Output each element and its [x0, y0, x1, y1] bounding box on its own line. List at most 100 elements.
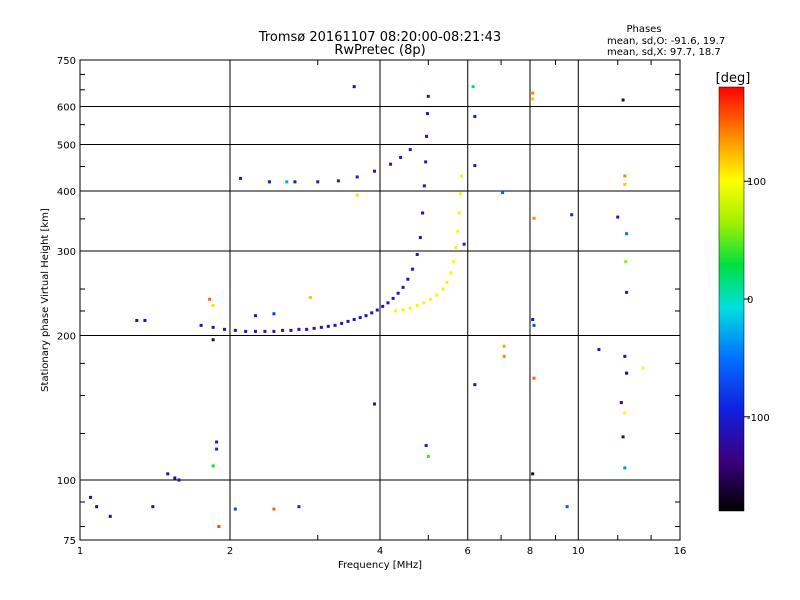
data-point-o-mode	[401, 285, 405, 289]
data-point-low-echoes	[166, 472, 170, 476]
data-point-o-mode	[381, 304, 385, 308]
phase-colorbar: [deg] 100 0 -100	[716, 71, 770, 512]
data-point-scattered	[471, 85, 475, 89]
data-point-scattered	[531, 472, 535, 476]
y-tick-label: 100	[57, 476, 76, 487]
data-point-scattered	[473, 164, 477, 168]
data-point-scattered	[531, 317, 535, 321]
data-point-scattered	[373, 402, 377, 406]
data-point-upper-branch	[389, 162, 393, 166]
data-point-o-mode	[340, 321, 344, 325]
data-points	[89, 85, 645, 529]
data-point-x-mode	[454, 246, 458, 250]
data-point-upper-branch	[355, 175, 359, 179]
data-point-x-mode	[394, 309, 398, 313]
data-point-low-echoes	[143, 318, 147, 322]
data-point-o-mode	[352, 317, 356, 321]
data-point-scattered	[621, 435, 625, 439]
data-point-x-mode	[460, 174, 464, 178]
data-point-scattered	[215, 440, 219, 444]
data-point-scattered	[233, 507, 237, 511]
data-point-scattered	[217, 525, 221, 529]
data-point-scattered	[623, 182, 627, 186]
data-point-scattered	[253, 314, 257, 318]
x-tick-label: 1	[77, 546, 83, 557]
data-point-scattered	[641, 366, 645, 370]
data-point-o-mode	[375, 308, 379, 312]
data-point-upper-branch	[408, 148, 412, 152]
data-point-scattered	[211, 303, 215, 307]
data-point-low-echoes	[89, 495, 93, 499]
data-point-o-mode	[364, 314, 368, 318]
data-point-o-mode	[386, 301, 390, 305]
data-point-scattered	[501, 191, 505, 195]
y-tick-label: 75	[63, 536, 76, 547]
data-point-scattered	[597, 348, 601, 352]
data-point-o-mode	[396, 291, 400, 295]
colorbar-tick-label: 100	[747, 177, 766, 188]
data-point-scattered	[623, 466, 627, 470]
data-point-low-echoes	[151, 505, 155, 509]
data-point-o-mode	[346, 319, 350, 323]
y-tick-label: 400	[57, 187, 76, 198]
data-point-scattered	[532, 216, 536, 220]
data-point-upper-branch	[239, 176, 243, 180]
data-point-scattered	[426, 454, 430, 458]
data-point-scattered	[570, 213, 574, 217]
data-point-low-echoes	[135, 318, 139, 322]
data-point-x-mode	[456, 229, 460, 233]
plot-area: 1 2 4 6 8 10 16 75 100 200 300 400 500 600 750	[57, 56, 686, 557]
data-point-x-mode	[457, 211, 461, 215]
x-tick-label: 8	[527, 546, 533, 557]
phases-x-mode: mean, sd,X: 97.7, 18.7	[607, 47, 721, 58]
data-point-o-mode	[305, 327, 309, 331]
data-point-scattered	[297, 505, 301, 509]
data-point-o-mode	[233, 328, 237, 332]
data-point-scattered	[352, 85, 356, 89]
y-tick-label: 600	[57, 103, 76, 114]
data-point-scattered	[211, 464, 215, 468]
data-point-o-mode	[199, 323, 203, 327]
data-point-scattered	[623, 411, 627, 415]
data-point-x-mode	[415, 303, 419, 307]
data-point-x-mode	[408, 306, 412, 310]
data-point-o-mode	[406, 277, 410, 281]
data-point-scattered	[623, 354, 627, 358]
data-point-scattered	[565, 505, 569, 509]
data-point-o-mode	[422, 184, 426, 188]
data-point-upper-branch	[373, 169, 377, 173]
data-point-o-mode	[415, 253, 419, 257]
data-point-o-mode	[425, 112, 429, 116]
data-point-o-mode	[289, 328, 293, 332]
data-point-upper-branch	[336, 179, 340, 183]
y-tick-label: 300	[57, 247, 76, 258]
data-point-scattered	[625, 232, 629, 236]
data-point-scattered	[215, 447, 219, 451]
phases-o-mode: mean, sd,O: -91.6, 19.7	[607, 36, 725, 47]
data-point-scattered	[211, 338, 215, 342]
data-point-o-mode	[312, 326, 316, 330]
data-point-scattered	[532, 323, 536, 327]
data-point-o-mode	[411, 267, 415, 271]
data-point-scattered	[308, 296, 312, 300]
data-point-scattered	[502, 354, 506, 358]
data-point-scattered	[462, 242, 466, 246]
data-point-o-mode	[424, 160, 428, 164]
data-point-x-mode	[458, 192, 462, 196]
chart-subtitle: RwPretec (8p)	[334, 43, 425, 58]
data-point-scattered	[531, 91, 535, 95]
data-point-o-mode	[358, 316, 362, 320]
x-axis-label: Frequency [MHz]	[338, 560, 422, 571]
data-point-scattered	[272, 507, 276, 511]
data-point-o-mode	[211, 325, 215, 329]
data-point-scattered	[473, 383, 477, 387]
data-point-scattered	[625, 290, 629, 294]
data-point-o-mode	[421, 211, 425, 215]
grid-lines	[80, 60, 680, 540]
data-point-o-mode	[272, 329, 276, 333]
data-point-scattered	[625, 371, 629, 375]
data-point-x-mode	[401, 308, 405, 312]
data-point-scattered	[624, 260, 628, 264]
y-axis-label: Stationary phase Virtual Height [km]	[40, 208, 51, 392]
data-point-o-mode	[244, 329, 248, 333]
